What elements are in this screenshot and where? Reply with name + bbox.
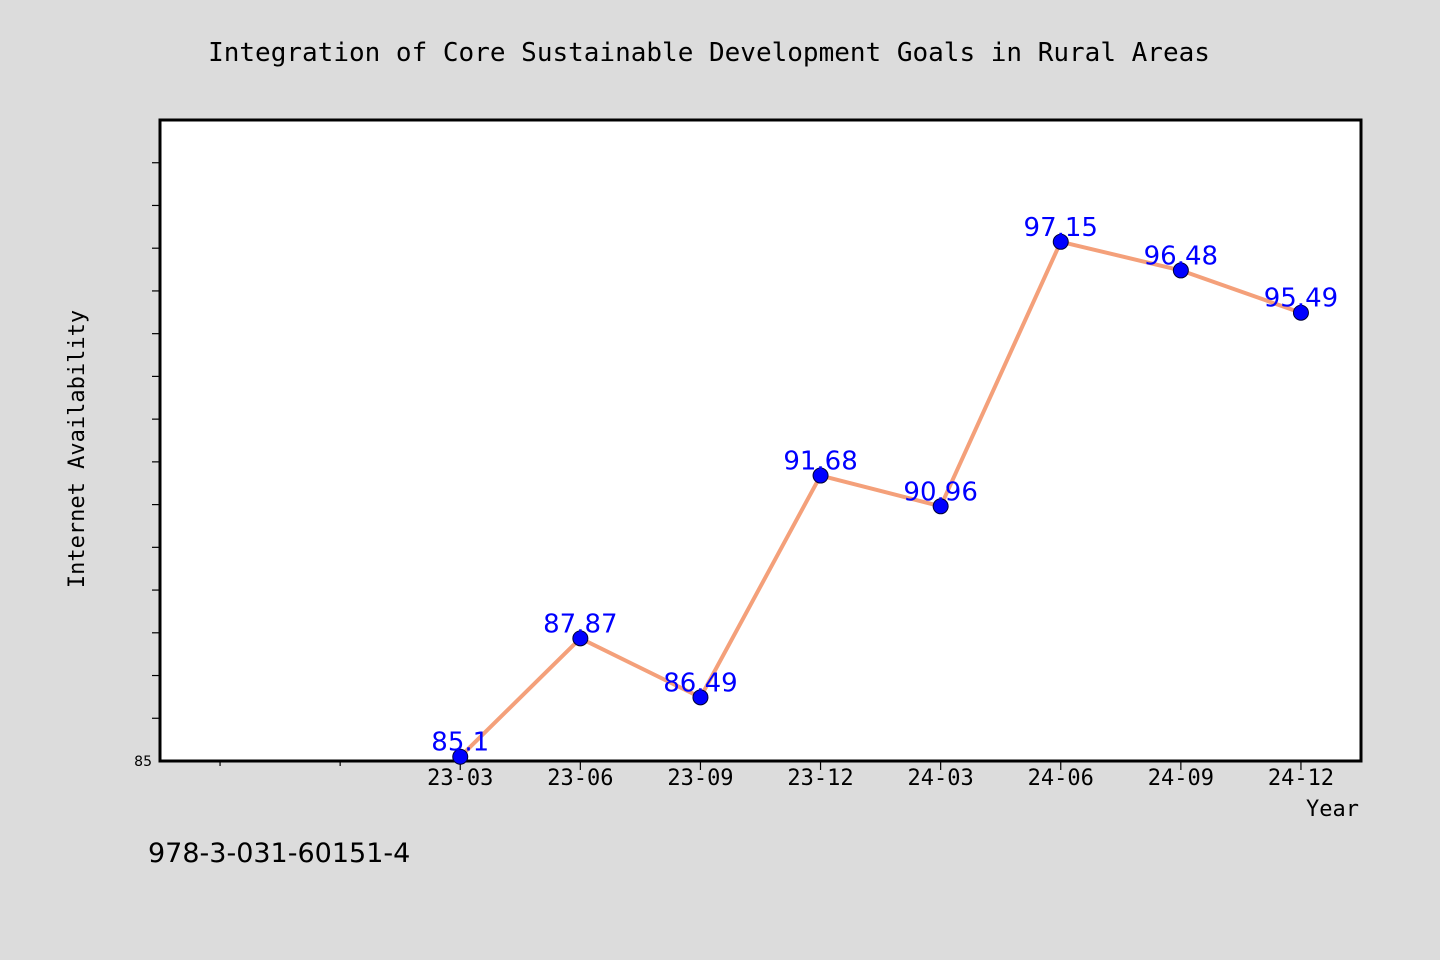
data-point-label: 91.68 <box>783 447 857 477</box>
data-point-marker <box>1052 233 1069 250</box>
x-axis-ticks <box>219 762 1302 770</box>
data-point-label: 95.49 <box>1264 284 1338 314</box>
y-axis-tick-labels: 85 <box>134 754 152 770</box>
data-point-label: 96.48 <box>1144 241 1218 271</box>
data-point-label: 85.1 <box>431 728 489 758</box>
data-point-marker <box>692 689 709 706</box>
series-lines <box>458 239 1303 759</box>
data-point-marker <box>572 630 589 647</box>
isbn-footer-text: 978-3-031-60151-4 <box>148 838 410 869</box>
y-tick-label: 85 <box>134 754 152 770</box>
series-line <box>458 239 1303 759</box>
data-point-marker <box>1172 262 1189 279</box>
data-point-marker <box>932 498 949 515</box>
data-point-label: 86.49 <box>663 668 737 698</box>
x-tick-label: 24-12 <box>1268 766 1334 791</box>
data-point-marker <box>452 748 469 765</box>
x-tick-label: 24-03 <box>908 766 974 791</box>
series-markers <box>452 233 1309 765</box>
plot-area <box>158 118 1363 763</box>
chart-title: Integration of Core Sustainable Developm… <box>208 38 1210 68</box>
y-axis-ticks <box>152 162 159 719</box>
data-point-marker <box>812 467 829 484</box>
data-point-label: 97.15 <box>1024 213 1098 243</box>
data-labels: 85.1 87.87 86.49 91.68 90.96 97.15 96.48 95.49 <box>431 213 1338 758</box>
x-tick-label: 23-12 <box>787 766 853 791</box>
x-tick-label: 23-03 <box>427 766 493 791</box>
x-tick-label: 24-09 <box>1148 766 1214 791</box>
y-axis-label: Internet Availability <box>65 310 90 588</box>
x-tick-label: 24-06 <box>1028 766 1094 791</box>
x-axis-tick-labels: 23-03 23-06 23-09 23-12 24-03 24-06 24-09 24-12 <box>427 766 1334 791</box>
data-point-label: 87.87 <box>543 609 617 639</box>
data-point-label: 90.96 <box>903 477 977 507</box>
x-axis-label: Year <box>1306 797 1359 822</box>
x-tick-label: 23-09 <box>667 766 733 791</box>
data-point-marker <box>1292 304 1309 321</box>
x-tick-label: 23-06 <box>547 766 613 791</box>
